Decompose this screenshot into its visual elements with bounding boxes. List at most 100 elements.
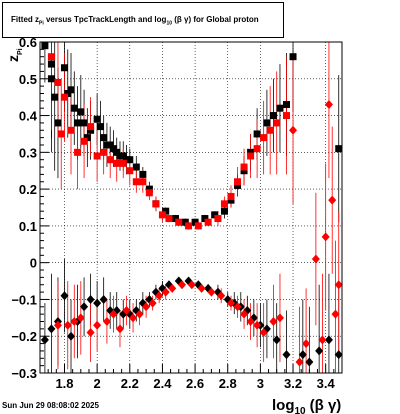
diamond-marker xyxy=(168,283,177,293)
square-marker xyxy=(247,148,255,156)
diamond-marker xyxy=(148,298,157,308)
x-tick-label: 2.4 xyxy=(153,376,172,391)
diamond-marker xyxy=(135,309,144,319)
diamond-marker xyxy=(269,317,278,327)
diamond-marker xyxy=(207,287,216,297)
square-marker xyxy=(132,178,140,186)
y-tick-label: 0.4 xyxy=(19,109,38,124)
title-part-1: Fitted z xyxy=(11,15,39,24)
square-marker xyxy=(269,112,277,120)
diamond-marker xyxy=(246,317,255,327)
square-marker xyxy=(158,211,166,219)
diamond-marker xyxy=(328,195,337,205)
square-marker xyxy=(119,152,127,160)
square-marker xyxy=(70,104,78,112)
diamond-marker xyxy=(240,309,249,319)
diamond-marker xyxy=(295,357,304,367)
square-marker xyxy=(273,119,281,127)
square-marker xyxy=(64,89,72,97)
diamond-marker xyxy=(282,350,291,360)
square-marker xyxy=(67,86,75,94)
square-marker xyxy=(80,119,88,127)
square-marker xyxy=(227,196,235,204)
x-tick-labels: 1.8 2 2.2 2.4 2.6 2.8 3 3.2 3.4 xyxy=(55,376,335,391)
diamond-marker xyxy=(226,298,235,308)
square-marker xyxy=(204,218,212,226)
square-marker xyxy=(214,215,222,223)
diamond-marker xyxy=(331,309,340,319)
y-tick-label: 0.6 xyxy=(19,35,37,50)
x-axis-title-sub: 10 xyxy=(295,406,307,414)
x-tick-label: 2 xyxy=(94,376,101,391)
square-marker xyxy=(276,104,284,112)
square-marker xyxy=(100,148,108,156)
square-marker xyxy=(47,75,55,83)
diamond-marker xyxy=(321,232,330,242)
x-tick-label: 2.6 xyxy=(186,376,204,391)
square-marker xyxy=(171,215,179,223)
square-marker xyxy=(100,134,108,142)
y-axis-title: zPi xyxy=(5,48,24,62)
x-tick-label: 3.2 xyxy=(284,376,302,391)
square-marker xyxy=(220,200,228,208)
square-marker xyxy=(181,218,189,226)
diamond-marker xyxy=(275,313,284,323)
diamond-marker xyxy=(324,335,333,345)
square-marker xyxy=(106,156,114,164)
x-tick-label: 2.8 xyxy=(219,376,237,391)
square-marker xyxy=(234,181,242,189)
diamond-marker xyxy=(129,313,138,323)
diamond-marker xyxy=(324,100,333,110)
diamond-marker xyxy=(53,320,62,330)
square-marker xyxy=(93,152,101,160)
x-tick-label: 1.8 xyxy=(55,376,73,391)
diamond-marker xyxy=(47,324,56,334)
diamond-marker xyxy=(99,294,108,304)
diamond-marker xyxy=(102,317,111,327)
square-marker xyxy=(165,215,173,223)
x-axis-title-main: log xyxy=(272,397,295,414)
diamond-marker xyxy=(122,305,131,315)
diamond-marker xyxy=(155,291,164,301)
diamond-marker xyxy=(93,320,102,330)
square-marker xyxy=(60,93,68,101)
y-tick-label: −0.3 xyxy=(11,366,37,381)
y-tick-label: 0 xyxy=(30,256,37,271)
square-marker xyxy=(126,156,134,164)
square-marker xyxy=(113,159,121,167)
square-marker xyxy=(47,53,55,61)
square-marker xyxy=(47,60,55,68)
square-marker xyxy=(282,101,290,109)
diamond-marker xyxy=(93,298,102,308)
square-marker xyxy=(234,178,242,186)
square-marker xyxy=(253,145,261,153)
diamond-marker xyxy=(233,302,242,312)
square-marker xyxy=(191,218,199,226)
square-marker xyxy=(87,126,95,134)
square-marker xyxy=(60,64,68,72)
square-marker xyxy=(96,123,104,131)
title-part-5: (β γ) for Global proton xyxy=(172,15,259,24)
square-marker xyxy=(57,130,65,138)
square-marker xyxy=(194,222,202,230)
square-marker xyxy=(67,126,75,134)
grid xyxy=(40,41,342,374)
diamond-marker xyxy=(67,331,76,341)
square-marker xyxy=(109,145,117,153)
diamond-marker xyxy=(289,125,298,135)
square-marker xyxy=(54,119,62,127)
square-marker xyxy=(201,215,209,223)
diamond-marker xyxy=(272,335,281,345)
datestamp: Sun Jun 29 08:08:02 2025 xyxy=(2,401,99,410)
y-tick-labels: −0.3 −0.2 −0.1 0 0.1 0.2 0.3 0.4 0.5 0.6 xyxy=(11,35,37,381)
diamond-marker xyxy=(40,335,49,345)
square-marker xyxy=(139,170,147,178)
square-marker xyxy=(152,200,160,208)
square-marker xyxy=(266,126,274,134)
square-marker xyxy=(260,134,268,142)
diamond-marker xyxy=(70,317,79,327)
title-part-4: 10 xyxy=(166,20,172,27)
diamond-marker xyxy=(161,287,170,297)
diamond-marker xyxy=(178,280,187,290)
square-marker xyxy=(74,148,82,156)
